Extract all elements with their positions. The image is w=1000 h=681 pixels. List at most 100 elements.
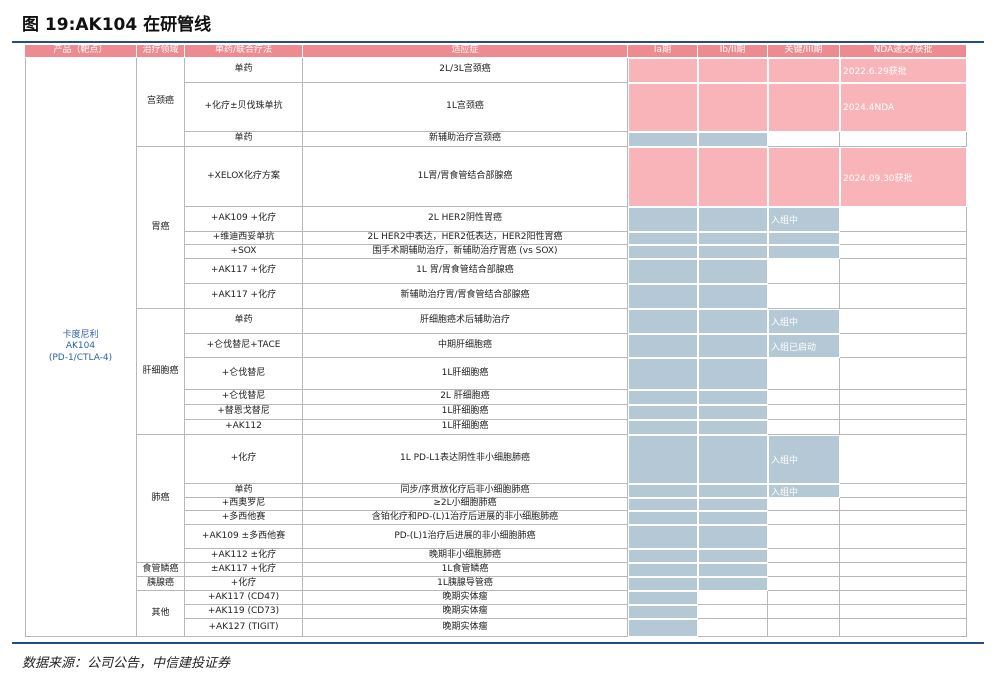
status-note: 入组已启动 [771, 342, 817, 353]
header-cell: 产品（靶点） [25, 45, 137, 58]
stage-cell [768, 525, 840, 549]
indication-cell: 2L HER2阴性胃癌 [303, 207, 628, 232]
indication-cell: 2L HER2中表达，HER2低表达，HER2阳性胃癌 [303, 232, 628, 245]
progress-bar [628, 259, 698, 284]
header-cell: 单药/联合疗法 [185, 45, 303, 58]
rule [12, 642, 984, 644]
status-note: 入组中 [771, 456, 799, 466]
stage-cell [840, 549, 967, 563]
progress-bar [768, 484, 840, 498]
progress-bar [698, 132, 768, 147]
header-cell: NDA递交/获批 [840, 45, 967, 58]
progress-bar [628, 498, 698, 511]
stage-cell [840, 563, 967, 577]
progress-bar [628, 390, 698, 405]
therapy-cell: +西奥罗尼 [185, 498, 303, 511]
product-cell: 卡度尼利 AK104 (PD-1/CTLA-4) [25, 58, 137, 637]
stage-cell [768, 619, 840, 637]
stage-cell [840, 390, 967, 405]
progress-bar [698, 511, 768, 525]
header-cell: 治疗领域 [137, 45, 185, 58]
progress-bar [628, 284, 698, 309]
status-note: 入组中 [771, 318, 799, 328]
indication-cell: 晚期实体瘤 [303, 619, 628, 637]
progress-bar [628, 147, 698, 207]
therapy-cell: +化疗 [185, 577, 303, 591]
progress-bar [698, 484, 768, 498]
therapy-cell: 单药 [185, 132, 303, 147]
progress-bar [768, 232, 840, 245]
indication-cell: 1L胰腺导管癌 [303, 577, 628, 591]
progress-bar [698, 147, 768, 207]
therapy-cell: 单药 [185, 309, 303, 334]
therapy-cell: +仑伐替尼 [185, 358, 303, 390]
progress-bar [628, 484, 698, 498]
progress-bar [628, 207, 698, 232]
progress-bar [768, 435, 840, 484]
progress-bar [698, 309, 768, 334]
area-cell: 胰腺癌 [137, 577, 185, 591]
stage-cell [698, 591, 768, 605]
stage-cell [768, 511, 840, 525]
stage-cell [768, 563, 840, 577]
area-cell: 宫颈癌 [137, 58, 185, 147]
rule [12, 41, 984, 43]
progress-bar [628, 619, 698, 637]
indication-cell: 围手术期辅助治疗，新辅助治疗胃癌 (vs SOX) [303, 245, 628, 259]
progress-bar [698, 420, 768, 435]
stage-cell [840, 259, 967, 284]
stage-cell [840, 232, 967, 245]
progress-bar [768, 207, 840, 232]
stage-cell [768, 591, 840, 605]
therapy-cell: +多西他赛 [185, 511, 303, 525]
progress-bar [840, 58, 967, 83]
indication-cell: 1L PD-L1表达阴性非小细胞肺癌 [303, 435, 628, 484]
stage-cell [768, 549, 840, 563]
stage-cell [698, 605, 768, 619]
progress-bar [628, 563, 698, 577]
indication-cell: ≥2L小细胞肺癌 [303, 498, 628, 511]
progress-bar [698, 549, 768, 563]
stage-cell [768, 132, 840, 147]
therapy-cell: +化疗±贝伐珠单抗 [185, 83, 303, 132]
stage-cell [840, 605, 967, 619]
stage-cell [840, 284, 967, 309]
therapy-cell: +维迪西妥单抗 [185, 232, 303, 245]
stage-cell [768, 420, 840, 435]
status-note: 入组中 [771, 216, 799, 226]
stage-cell [768, 259, 840, 284]
indication-cell: 肝细胞癌术后辅助治疗 [303, 309, 628, 334]
therapy-cell: +AK117 (CD47) [185, 591, 303, 605]
stage-cell [840, 484, 967, 498]
area-cell: 食管鳞癌 [137, 563, 185, 577]
progress-bar [768, 147, 840, 207]
therapy-cell: +SOX [185, 245, 303, 259]
therapy-cell: ±AK117 +化疗 [185, 563, 303, 577]
progress-bar [768, 334, 840, 358]
table-border [25, 58, 26, 637]
indication-cell: 1L肝细胞癌 [303, 405, 628, 420]
progress-bar [628, 591, 698, 605]
indication-cell: 1L食管鳞癌 [303, 563, 628, 577]
therapy-cell: +AK117 +化疗 [185, 284, 303, 309]
indication-cell: 晚期实体瘤 [303, 591, 628, 605]
status-note: 2024.09.30获批 [843, 173, 913, 184]
stage-cell [840, 577, 967, 591]
progress-bar [628, 511, 698, 525]
therapy-cell: +AK112 [185, 420, 303, 435]
indication-cell: 同步/序贯放化疗后非小细胞肺癌 [303, 484, 628, 498]
stage-cell [840, 420, 967, 435]
header-cell: 关键/III期 [768, 45, 840, 58]
area-cell: 肝细胞癌 [137, 309, 185, 435]
indication-cell: 新辅助治疗胃/胃食管结合部腺癌 [303, 284, 628, 309]
progress-bar [628, 132, 698, 147]
indication-cell: 晚期非小细胞肺癌 [303, 549, 628, 563]
progress-bar [628, 334, 698, 358]
title: 图 19:AK104 在研管线 [22, 15, 212, 35]
stage-cell [840, 435, 967, 484]
therapy-cell: 单药 [185, 484, 303, 498]
progress-bar [628, 405, 698, 420]
progress-bar [698, 358, 768, 390]
stage-cell [768, 605, 840, 619]
